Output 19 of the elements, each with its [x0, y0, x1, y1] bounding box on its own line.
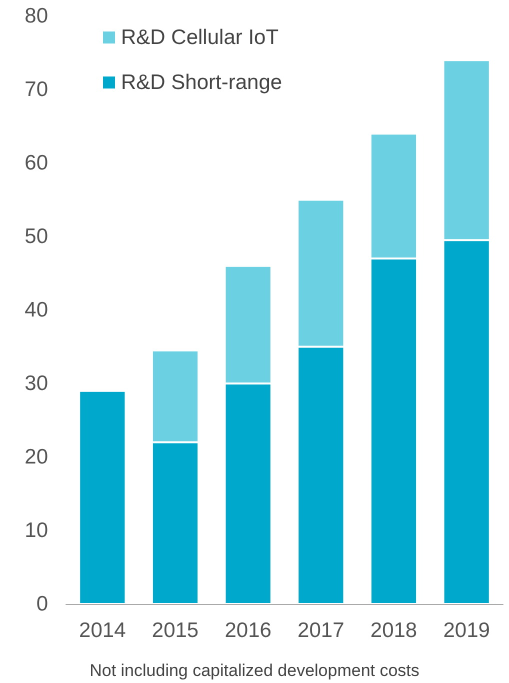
legend-label: R&D Short-range [121, 71, 282, 94]
text: Not including capitalized development costs [90, 661, 420, 680]
x-tick-label: 2018 [370, 619, 418, 642]
x-tick-label: 2015 [152, 619, 199, 642]
y-tick-label: 10 [24, 519, 48, 542]
bar [79, 390, 126, 604]
y-tick-label: 0 [36, 592, 48, 616]
x-tick-label: 2019 [443, 619, 490, 642]
x-tick-label: 2017 [298, 619, 344, 642]
y-tick-label: 50 [24, 225, 48, 248]
x-tick-label: 2016 [224, 619, 272, 642]
y-tick-label: 70 [24, 78, 48, 101]
y-tick-label: 40 [24, 298, 48, 322]
y-tick-label: 60 [24, 152, 48, 174]
y-tick-label: 20 [24, 446, 48, 468]
y-tick-label: 30 [24, 372, 48, 395]
legend-label: R&D Cellular IoT [121, 26, 279, 49]
y-tick-label: 80 [24, 4, 48, 28]
x-tick-label: 2014 [79, 619, 126, 642]
